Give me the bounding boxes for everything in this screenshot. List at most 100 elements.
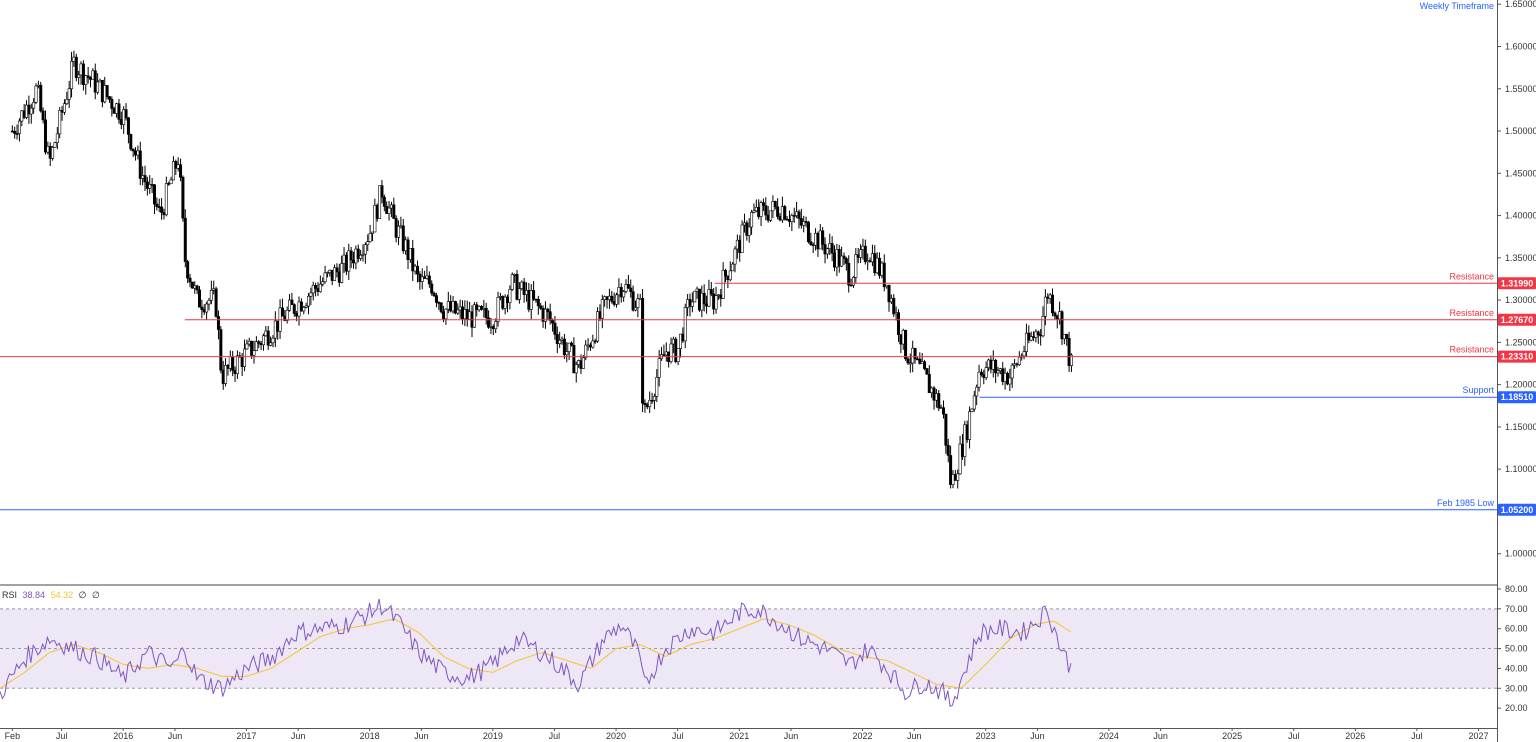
candle-body bbox=[437, 302, 441, 304]
candle-body bbox=[678, 333, 682, 349]
candle-body bbox=[842, 255, 846, 259]
price-tick-label: 1.30000 bbox=[1505, 295, 1536, 305]
candle-body bbox=[501, 296, 505, 309]
candle-body bbox=[754, 207, 758, 212]
candle-body bbox=[979, 371, 983, 376]
candle-body bbox=[48, 146, 52, 159]
candle-body bbox=[1060, 311, 1064, 340]
candle-body bbox=[205, 303, 209, 313]
price-tag bbox=[1498, 350, 1536, 363]
candle-body bbox=[591, 340, 595, 348]
rsi-legend[interactable]: RSI 38.84 54.32 ∅ ∅ bbox=[2, 590, 103, 601]
candle-body bbox=[382, 196, 386, 207]
candle-body bbox=[138, 150, 142, 179]
candle-body bbox=[700, 292, 704, 311]
candle-body bbox=[674, 338, 678, 363]
candle-body bbox=[72, 56, 76, 62]
candle-body bbox=[387, 207, 391, 214]
candle-body bbox=[1034, 331, 1038, 338]
candle-body bbox=[496, 297, 500, 322]
candle-body bbox=[771, 201, 775, 212]
candle-body bbox=[399, 225, 403, 228]
candle-body bbox=[451, 301, 455, 312]
candle-body bbox=[750, 211, 754, 228]
candle-body bbox=[581, 357, 585, 369]
rsi-tick-label: 40.00 bbox=[1505, 663, 1528, 673]
candle-body bbox=[25, 104, 29, 118]
candle-body bbox=[169, 179, 173, 185]
candle-body bbox=[1039, 334, 1043, 337]
candle-body bbox=[522, 281, 526, 295]
candle-body bbox=[953, 474, 957, 481]
candle-body bbox=[397, 225, 401, 238]
candle-body bbox=[930, 387, 934, 394]
candle-body bbox=[411, 248, 415, 272]
candle-body bbox=[904, 329, 908, 360]
candle-body bbox=[105, 85, 109, 97]
candle-body bbox=[889, 298, 893, 303]
candle-body bbox=[851, 276, 855, 286]
candle-body bbox=[1043, 296, 1047, 317]
price-tick-label: 1.45000 bbox=[1505, 168, 1536, 178]
candle-body bbox=[413, 265, 417, 272]
candle-body bbox=[643, 402, 647, 406]
candle-body bbox=[508, 289, 512, 304]
candle-body bbox=[783, 206, 787, 220]
candle-body bbox=[245, 343, 249, 350]
candle-body bbox=[167, 183, 171, 185]
candle-body bbox=[766, 214, 770, 221]
candle-body bbox=[970, 408, 974, 412]
candle-body bbox=[716, 294, 720, 297]
time-tick-label: 2027 bbox=[1469, 731, 1489, 741]
candle-body bbox=[636, 298, 640, 308]
candle-body bbox=[160, 206, 164, 213]
rsi-tick-label: 30.00 bbox=[1505, 683, 1528, 693]
candle-body bbox=[804, 221, 808, 223]
rsi-tick-label: 50.00 bbox=[1505, 644, 1528, 654]
candle-body bbox=[908, 362, 912, 365]
candle-body bbox=[631, 291, 635, 311]
candle-body bbox=[342, 254, 346, 264]
candle-body bbox=[603, 296, 607, 300]
candle-body bbox=[340, 263, 344, 283]
candle-body bbox=[823, 244, 827, 255]
candle-body bbox=[987, 359, 991, 368]
candle-body bbox=[43, 119, 47, 153]
candle-body bbox=[633, 307, 637, 311]
candle-body bbox=[472, 304, 476, 328]
candle-body bbox=[1022, 351, 1026, 357]
price-tag-label: 1.27670 bbox=[1501, 315, 1534, 325]
time-tick-label: 2018 bbox=[360, 731, 380, 741]
candle-body bbox=[70, 60, 74, 90]
candle-body bbox=[899, 334, 903, 345]
candle-body bbox=[1015, 363, 1019, 366]
candle-body bbox=[799, 218, 803, 226]
candle-body bbox=[742, 222, 746, 226]
candle-body bbox=[714, 295, 718, 310]
candle-body bbox=[1050, 294, 1054, 314]
candle-body bbox=[17, 120, 21, 134]
candle-body bbox=[1036, 331, 1040, 336]
candle-body bbox=[415, 265, 419, 275]
candle-body bbox=[240, 356, 244, 367]
candle-body bbox=[821, 230, 825, 245]
candle-body bbox=[306, 295, 310, 307]
candle-body bbox=[62, 103, 66, 113]
candle-body bbox=[833, 252, 837, 268]
candle-body bbox=[491, 326, 495, 330]
candle-body bbox=[991, 359, 995, 370]
candle-body bbox=[949, 455, 953, 485]
candle-body bbox=[479, 306, 483, 310]
candle-body bbox=[264, 330, 268, 337]
candle-body bbox=[250, 340, 254, 356]
candle-body bbox=[911, 347, 915, 364]
candle-body bbox=[124, 109, 128, 119]
candle-body bbox=[932, 387, 936, 401]
candle-body bbox=[835, 249, 839, 268]
candle-body bbox=[534, 298, 538, 301]
time-tick-label: Jun bbox=[414, 731, 429, 741]
candle-body bbox=[58, 110, 62, 135]
candle-body bbox=[155, 203, 159, 207]
candle-body bbox=[311, 285, 315, 294]
